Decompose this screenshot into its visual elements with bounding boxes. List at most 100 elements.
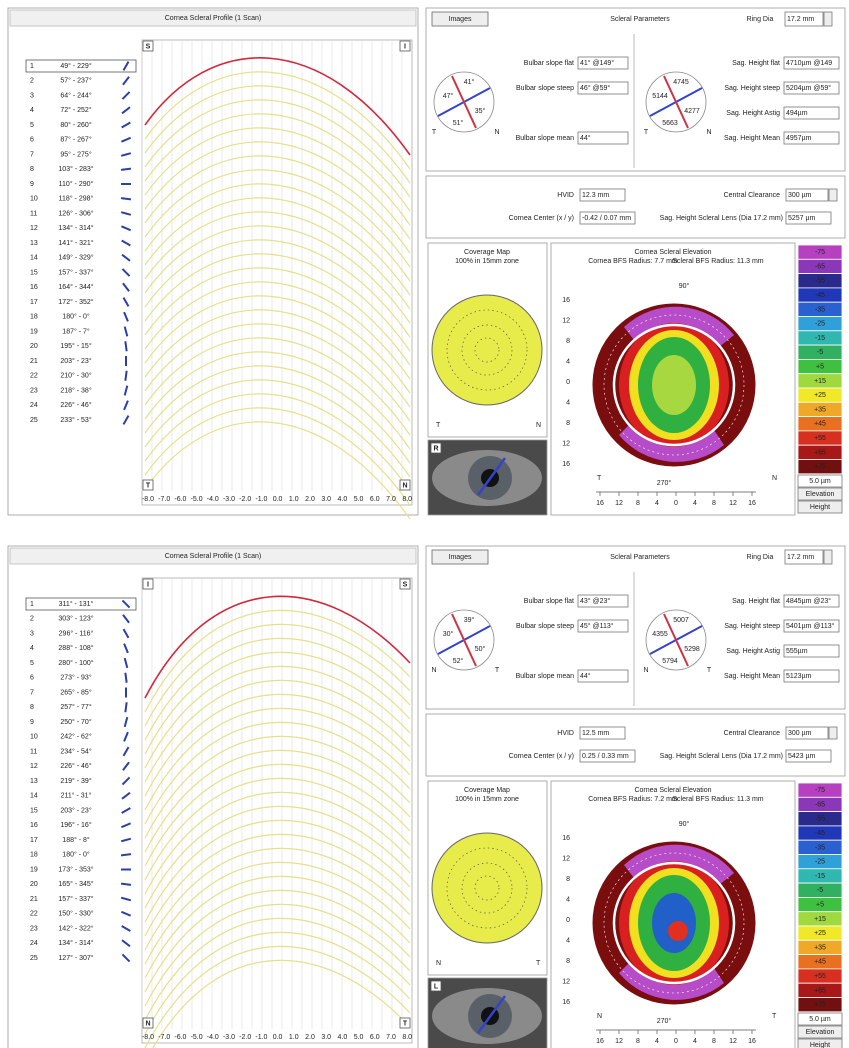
scale-mode-box[interactable]: [797, 500, 843, 514]
ring-dia-spinner[interactable]: [823, 11, 833, 27]
profile-curve: [144, 665, 411, 769]
scale-label: +25: [814, 930, 826, 937]
scale-label: +35: [814, 944, 826, 951]
meridian-icon: [124, 341, 128, 352]
meridian-icon: [123, 385, 129, 396]
corner-box: [142, 40, 154, 52]
sag-label: Sag. Height steep: [724, 85, 780, 92]
corner-label: S: [146, 43, 151, 50]
profile-curve: [144, 407, 411, 506]
elevation-x-label: 12: [615, 500, 623, 507]
clearance-value-box: [785, 726, 829, 740]
corner-box: [142, 479, 154, 491]
elevation-side: N: [597, 1013, 602, 1020]
elevation-x-label: 12: [729, 1038, 737, 1045]
scale-label: -35: [815, 844, 825, 851]
bulbar-value-box: [577, 619, 629, 633]
x-axis-label: 3.0: [321, 496, 331, 503]
meridian-number: 1: [30, 63, 34, 70]
x-axis-label: 2.0: [305, 1034, 315, 1041]
elevation-y-label: 12: [562, 978, 570, 985]
x-axis-label: 0.0: [273, 1034, 283, 1041]
ring-dia-box[interactable]: [784, 11, 824, 27]
meridian-label: 164° - 344°: [58, 283, 93, 291]
corner-label: N: [402, 482, 407, 489]
eye-label-box: [430, 980, 442, 992]
circle-label: 5663: [662, 120, 678, 127]
sag-lens-value: 5257 µm: [788, 215, 816, 222]
meridian-label: 126° - 306°: [58, 209, 93, 217]
profile-curve: [144, 351, 411, 450]
sag-value: 555µm: [786, 648, 808, 655]
meridian-label: 87° - 267°: [60, 136, 91, 144]
profile-title: Cornea Scleral Profile (1 Scan): [165, 15, 262, 22]
meridian-number: 4: [30, 107, 34, 114]
scale-label: +45: [814, 421, 826, 428]
sag-value-box: [783, 669, 840, 683]
meridian-selected[interactable]: [25, 59, 137, 73]
circle-side: N: [706, 129, 711, 136]
meridian-label: 172° - 352°: [58, 298, 93, 306]
scale-mode-box[interactable]: [797, 1025, 843, 1039]
elevation-title: Cornea Scleral Elevation: [634, 249, 711, 256]
images-button-label: Images: [449, 554, 472, 561]
meridian-label: 72° - 252°: [60, 106, 91, 114]
meridian-icon: [121, 599, 131, 609]
ring-dia-spinner[interactable]: [823, 549, 833, 565]
x-axis-label: -8.0: [142, 496, 154, 503]
scale-mode-box[interactable]: [797, 1038, 843, 1048]
sag-value: 5401µm @113°: [786, 622, 835, 630]
profile-curve: [144, 379, 411, 478]
scale-swatch: [797, 997, 843, 1013]
profile-title-bar: [9, 9, 417, 27]
elevation-y-label: 16: [562, 297, 570, 304]
meridian-label: 203° - 23°: [60, 806, 91, 814]
elevation-x-label: 0: [674, 1038, 678, 1045]
meridian-icon: [123, 731, 129, 742]
meridian-number: 22: [30, 911, 38, 918]
meridian-label: 211° - 31°: [61, 792, 92, 800]
elevation-dash-ring: [603, 314, 745, 456]
meridian-label: 142° - 322°: [58, 924, 93, 932]
sag-value-box: [783, 131, 840, 145]
meridian-label: 273° - 93°: [60, 674, 91, 682]
x-axis-label: -6.0: [174, 496, 186, 503]
clearance-value: 300 µm: [788, 192, 812, 199]
meridian-label: 188° - 8°: [62, 836, 90, 844]
scale-label: +75: [814, 464, 826, 471]
meridian-number: 15: [30, 269, 38, 276]
coverage-subtitle: 100% in 15mm zone: [455, 796, 519, 803]
bulbar-label: Bulbar slope steep: [516, 85, 574, 92]
sag-value: 494µm: [786, 110, 808, 117]
clearance-spinner[interactable]: [828, 188, 838, 202]
elevation-title: Cornea Scleral Elevation: [634, 787, 711, 794]
profile-curve: [144, 295, 411, 394]
meridian-icon: [121, 91, 131, 100]
meridian-icon: [123, 716, 129, 728]
hvid-label: HVID: [557, 192, 574, 199]
scale-step-box[interactable]: [797, 1012, 843, 1026]
meridian-label: 218° - 38°: [60, 386, 91, 394]
profile-curve: [144, 847, 411, 951]
images-button[interactable]: [431, 11, 489, 27]
scale-label: +65: [814, 987, 826, 994]
clearance-spinner[interactable]: [828, 726, 838, 740]
profile-curve: [144, 71, 411, 170]
meridian-icon: [123, 657, 129, 669]
x-axis-label: -4.0: [207, 1034, 219, 1041]
clearance-value-box: [785, 188, 829, 202]
clearance-label: Central Clearance: [724, 192, 781, 199]
images-button[interactable]: [431, 549, 489, 565]
meridian-selected[interactable]: [25, 597, 137, 611]
elevation-angle: 270°: [657, 1017, 672, 1025]
elevation-y-label: 8: [566, 420, 570, 427]
meridian-icon: [121, 791, 131, 800]
scale-label: -45: [815, 830, 825, 837]
meridian-icon: [121, 268, 131, 277]
meridian-label: 180° - 0°: [62, 313, 90, 321]
ring-dia-box[interactable]: [784, 549, 824, 565]
profile-curve: [144, 889, 411, 993]
x-axis-label: 7.0: [386, 1034, 396, 1041]
scale-step-box[interactable]: [797, 474, 843, 488]
scale-mode-box[interactable]: [797, 487, 843, 501]
